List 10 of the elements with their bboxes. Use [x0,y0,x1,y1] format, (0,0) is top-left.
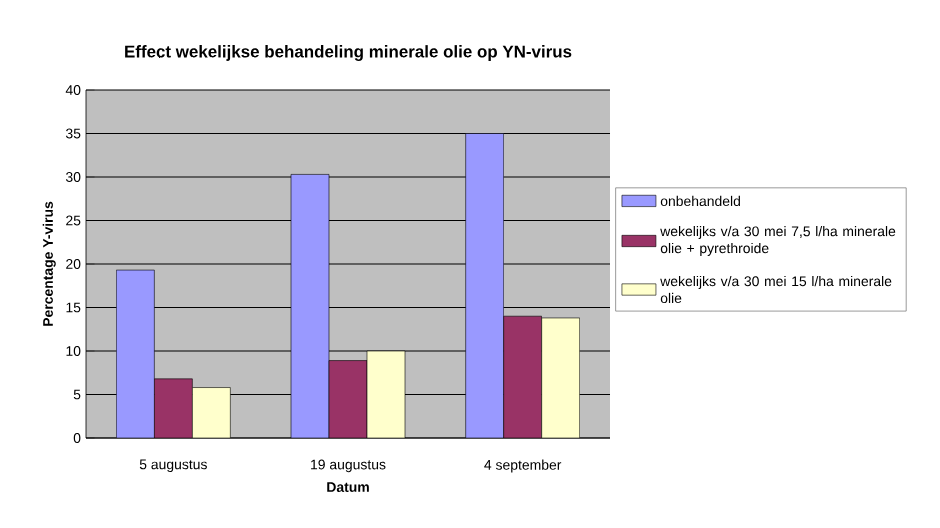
bar [290,174,330,438]
bar [192,387,231,438]
bar [366,350,406,438]
chart-title: Effect wekelijkse behandeling minerale olie op YN-virus [125,45,572,61]
bar [541,317,580,438]
bar [328,360,368,438]
bar [154,378,193,438]
bar [465,133,504,438]
bar [116,269,155,438]
bar [503,315,542,438]
